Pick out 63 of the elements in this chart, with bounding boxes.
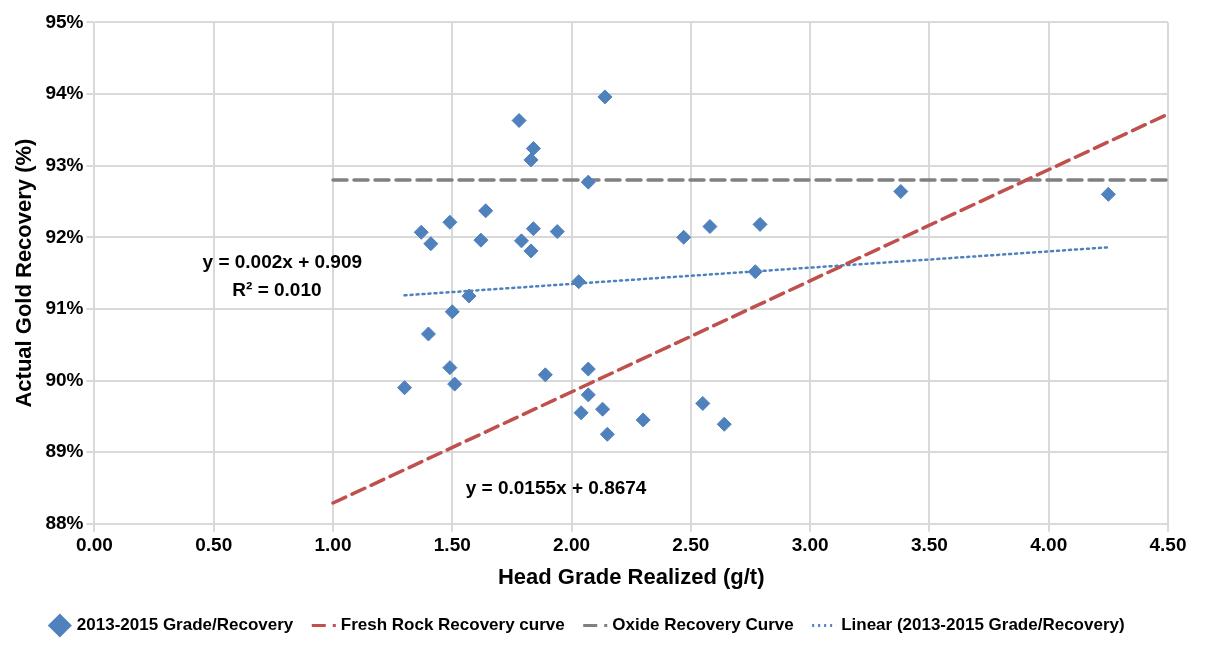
point	[442, 214, 458, 230]
x-tick-label: 3.50	[910, 534, 948, 556]
point	[893, 183, 909, 199]
point	[511, 113, 527, 129]
point	[397, 380, 413, 396]
point	[461, 288, 477, 304]
y-axis-title: Actual Gold Recovery (%)	[11, 138, 37, 408]
point	[597, 89, 613, 105]
point	[478, 203, 494, 219]
point	[635, 412, 651, 428]
x-tick-label: 1.00	[314, 534, 352, 556]
point	[523, 243, 539, 259]
point	[580, 387, 596, 403]
point	[695, 395, 711, 411]
point	[549, 224, 565, 240]
point	[444, 304, 460, 320]
point	[676, 229, 692, 245]
x-tick-label: 1.50	[433, 534, 471, 556]
y-tick-label: 94%	[45, 82, 84, 104]
legend-label: Oxide Recovery Curve	[612, 615, 794, 635]
point	[599, 426, 615, 442]
point	[442, 360, 458, 376]
x-tick-label: 3.00	[791, 534, 829, 556]
y-tick-label: 89%	[45, 440, 84, 462]
point	[747, 264, 763, 280]
point	[716, 416, 732, 432]
annotation: y = 0.002x + 0.909	[202, 251, 363, 273]
annotation: R² = 0.010	[232, 278, 322, 300]
x-tick-label: 0.00	[75, 534, 113, 556]
legend-label: Fresh Rock Recovery curve	[340, 615, 565, 635]
x-tick-label: 4.50	[1149, 534, 1187, 556]
point	[537, 367, 553, 383]
point	[573, 405, 589, 421]
point	[752, 216, 768, 232]
point	[513, 233, 529, 249]
y-tick-label: 91%	[45, 297, 84, 319]
point	[571, 274, 587, 290]
x-tick-label: 0.50	[195, 534, 233, 556]
y-tick-label: 90%	[45, 368, 84, 390]
x-tick-label: 2.00	[553, 534, 591, 556]
point	[413, 224, 429, 240]
point	[423, 236, 439, 252]
point	[447, 376, 463, 392]
point	[525, 140, 541, 156]
x-axis-title: Head Grade Realized (g/t)	[497, 563, 765, 589]
point	[1100, 186, 1116, 202]
legend-label: 2013-2015 Grade/Recovery	[76, 615, 294, 635]
point	[702, 219, 718, 235]
x-tick-label: 4.00	[1030, 534, 1068, 556]
point	[580, 174, 596, 190]
y-tick-label: 88%	[45, 512, 84, 534]
annotation: y = 0.0155x + 0.8674	[465, 476, 647, 498]
point	[525, 221, 541, 237]
y-tick-label: 92%	[45, 225, 84, 247]
point	[420, 326, 436, 342]
point	[580, 361, 596, 377]
point	[595, 401, 611, 417]
legend-label: Linear (2013-2015 Grade/Recovery)	[841, 615, 1125, 635]
point	[473, 232, 489, 248]
x-tick-label: 2.50	[672, 534, 710, 556]
point	[523, 152, 539, 168]
y-tick-label: 95%	[45, 10, 84, 32]
y-tick-label: 93%	[45, 153, 84, 175]
